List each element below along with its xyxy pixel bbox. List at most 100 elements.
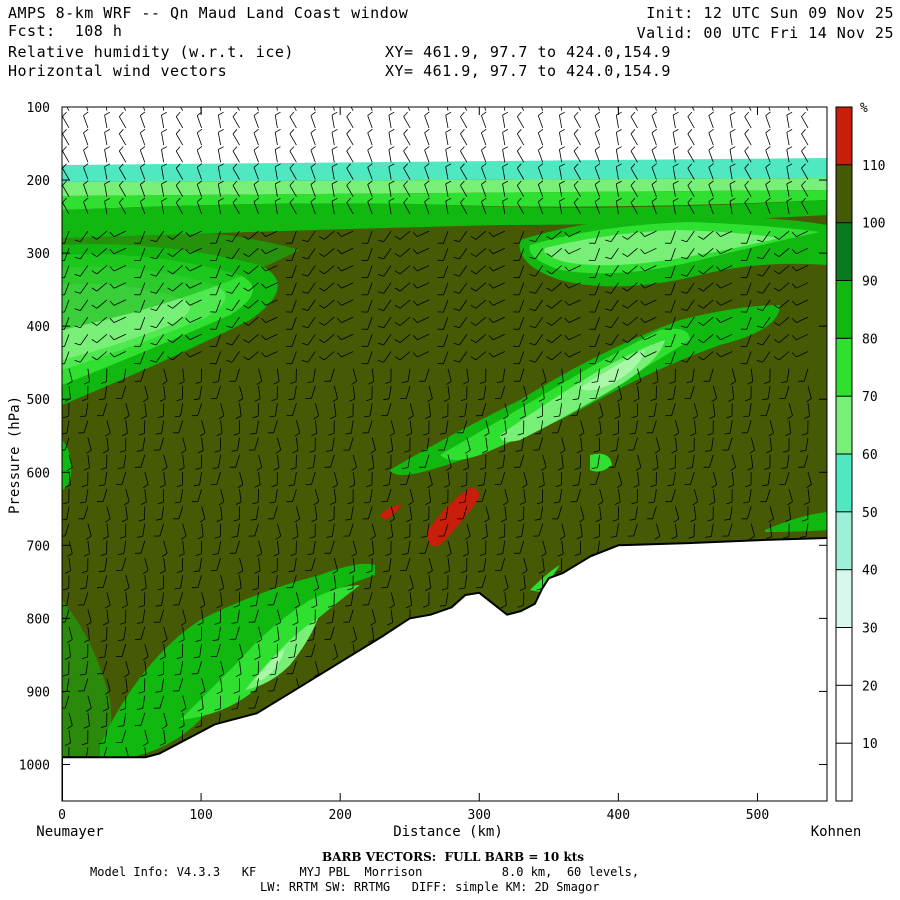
wind-barb — [388, 166, 392, 180]
wind-barb — [182, 626, 185, 640]
wind-barb — [652, 420, 657, 433]
wind-barb-feather — [672, 111, 679, 116]
wind-barb-feather — [470, 270, 477, 275]
wind-barb — [805, 107, 809, 111]
wind-barb — [443, 523, 449, 537]
wind-barb-feather — [318, 304, 325, 309]
wind-barb — [83, 201, 89, 215]
wind-barb-feather — [212, 639, 219, 641]
wind-barb-feather — [109, 300, 115, 306]
wind-barb-feather — [136, 450, 143, 452]
wind-barb-feather — [98, 484, 105, 487]
wind-barb-feather — [331, 180, 338, 185]
wind-barb-feather — [216, 690, 223, 695]
wind-barb-feather — [412, 231, 418, 237]
wind-barb — [744, 185, 752, 197]
wind-barb-feather — [546, 287, 552, 292]
wind-barb-feather — [403, 129, 408, 135]
wind-barb — [424, 368, 430, 382]
wind-barb-feather — [109, 266, 115, 272]
wind-barb — [762, 230, 771, 242]
wind-barb-feather — [502, 111, 509, 116]
wind-barb — [630, 185, 638, 197]
wind-barb-feather — [546, 321, 552, 326]
wind-barb — [370, 107, 373, 111]
wind-barb-feather — [801, 111, 806, 117]
wind-barb — [155, 351, 165, 363]
wind-barb-feather — [62, 587, 69, 591]
wind-barb-feather — [83, 146, 89, 151]
wind-barb-feather — [572, 484, 579, 487]
x-right-endpoint: Kohnen — [811, 824, 862, 840]
wind-barb-feather — [85, 535, 92, 540]
wind-barb — [597, 368, 600, 382]
wind-barb — [428, 557, 433, 571]
wind-barb — [762, 351, 771, 363]
wind-barb — [670, 248, 676, 261]
wind-barb — [594, 132, 600, 146]
wind-barb-feather — [243, 253, 249, 258]
wind-barb-feather — [422, 433, 429, 436]
wind-barb-feather — [330, 587, 337, 591]
wind-barb — [125, 592, 128, 606]
wind-barb — [239, 661, 242, 675]
wind-barb-feather — [801, 433, 808, 436]
wind-barb — [155, 265, 165, 277]
wind-barb — [475, 299, 487, 309]
wind-barb-feather — [538, 95, 543, 99]
wind-barb — [172, 265, 183, 275]
wind-barb-feather — [142, 398, 149, 403]
wind-barb — [691, 454, 695, 468]
wind-barb-feather — [150, 274, 157, 277]
wind-barb-feather — [243, 321, 249, 326]
wind-barb — [383, 230, 392, 242]
wind-barb-feather — [119, 146, 124, 152]
wind-barb-feather — [301, 360, 309, 363]
wind-barb — [239, 557, 244, 571]
wind-barb — [314, 592, 318, 606]
wind-barb — [291, 248, 297, 261]
wind-barb — [687, 116, 695, 129]
wind-barb — [159, 609, 165, 623]
wind-barb — [693, 403, 699, 416]
wind-barb-feather — [290, 639, 297, 642]
wind-barb — [118, 116, 127, 129]
wind-barb-feather — [119, 180, 124, 186]
wind-barb-feather — [195, 381, 202, 384]
wind-barb-feather — [83, 725, 90, 729]
wind-barb-feather — [313, 587, 319, 592]
wind-barb — [627, 247, 638, 258]
wind-barb — [390, 523, 394, 537]
wind-barb — [139, 115, 146, 129]
wind-barb-feather — [383, 398, 390, 401]
wind-barb — [769, 420, 774, 434]
wind-barb-feather — [318, 235, 325, 240]
wind-barb-feather — [594, 128, 601, 134]
wind-barb-feather — [254, 398, 261, 402]
wind-barb — [231, 299, 240, 311]
wind-barb-feather — [517, 111, 522, 117]
wind-barb-feather — [64, 742, 71, 746]
wind-barb — [220, 592, 223, 606]
wind-barb-feather — [261, 335, 266, 341]
wind-barb-feather — [686, 467, 693, 469]
terrain — [62, 537, 827, 801]
wind-barb-feather — [167, 235, 173, 240]
wind-barb — [594, 248, 600, 261]
wind-barb — [720, 247, 733, 255]
wind-barb — [218, 626, 221, 640]
wind-barb — [62, 185, 70, 197]
wind-barb — [258, 368, 263, 382]
wind-barb — [459, 316, 468, 329]
wind-barb — [239, 489, 242, 503]
wind-barb — [161, 420, 165, 434]
wind-barb-feather — [64, 656, 71, 660]
wind-barb — [644, 299, 657, 306]
wind-barb-feather — [253, 111, 259, 116]
wind-barb — [656, 454, 659, 468]
wind-barb-feather — [326, 622, 333, 624]
wind-barb — [175, 202, 184, 215]
wind-barb-feather — [578, 518, 585, 523]
wind-barb — [560, 107, 563, 111]
wind-barb — [307, 282, 316, 294]
